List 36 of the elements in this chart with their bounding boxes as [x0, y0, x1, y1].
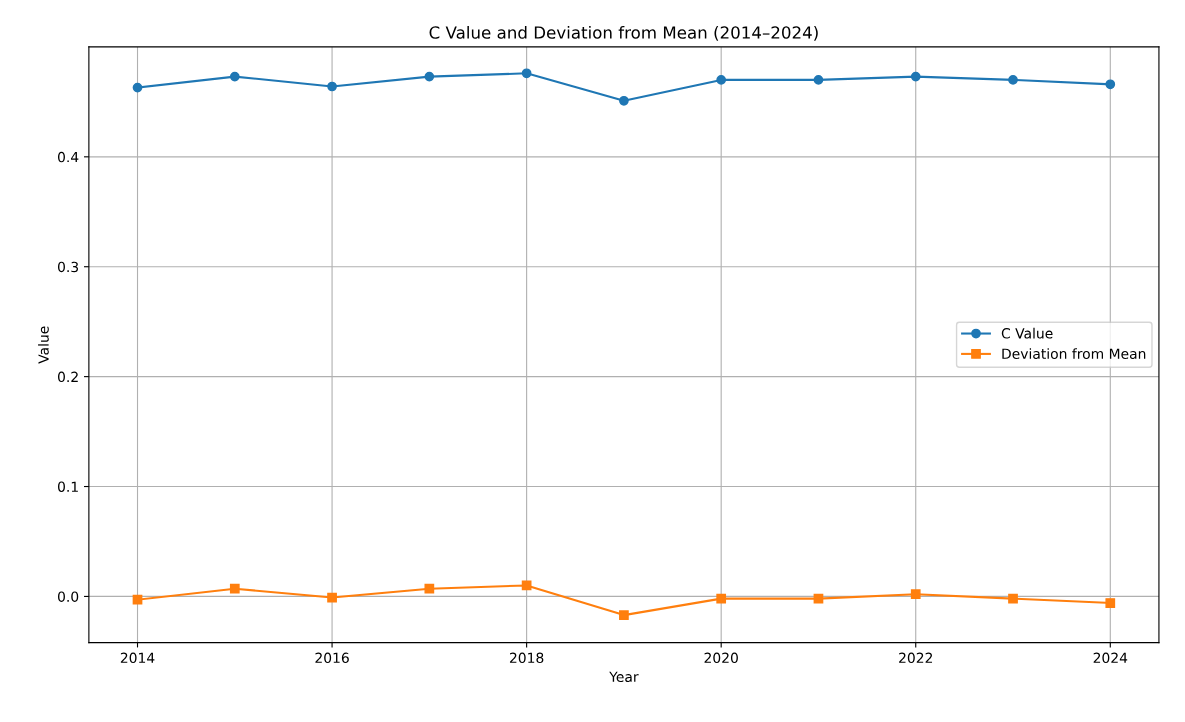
point	[229, 583, 240, 594]
point	[619, 610, 629, 620]
y-tick-label: 0.3	[57, 261, 79, 273]
legend-label: C Value	[1001, 327, 1053, 339]
point	[424, 71, 435, 82]
point	[132, 82, 143, 93]
y-tick-label: 0.4	[57, 151, 79, 163]
x-tick-label: 2024	[1093, 652, 1128, 664]
point	[716, 593, 727, 604]
point	[327, 81, 337, 92]
x-tick-label: 2018	[509, 652, 544, 664]
point	[327, 592, 337, 603]
chart-title: C Value and Deviation from Mean (2014–2024)	[429, 25, 818, 41]
point	[1105, 79, 1116, 90]
point	[1008, 75, 1018, 85]
point	[521, 68, 532, 79]
x-tick-label: 2014	[120, 652, 155, 664]
x-axis-title: Year	[609, 671, 639, 683]
point	[813, 75, 824, 85]
point	[619, 95, 629, 106]
point	[424, 583, 435, 594]
point	[1008, 593, 1018, 604]
x-tick-label: 2022	[899, 652, 933, 664]
point	[229, 71, 240, 82]
y-axis-title: Value	[38, 326, 49, 364]
legend-label: Deviation from Mean	[1002, 348, 1146, 359]
point	[716, 75, 727, 85]
point	[1105, 598, 1116, 608]
point	[132, 594, 143, 605]
point	[910, 71, 921, 82]
y-tick-label: 0.2	[57, 371, 78, 383]
y-tick-label: 0.1	[57, 481, 78, 492]
x-tick-label: 2020	[704, 652, 738, 664]
y-tick-label: 0.0	[57, 591, 79, 602]
x-tick-label: 2016	[315, 652, 349, 664]
point	[910, 589, 921, 600]
